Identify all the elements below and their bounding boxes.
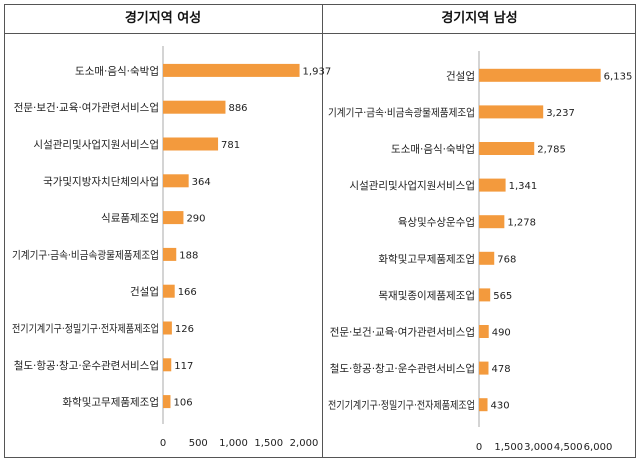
x-tick-label: 1,500 [494, 442, 523, 453]
value-label: 565 [493, 291, 512, 302]
category-label: 시설관리및사업지원서비스업 [33, 138, 159, 151]
x-tick-label: 4,500 [554, 442, 583, 453]
category-label: 전기기계기구·정밀기구·전자제품제조업 [328, 399, 475, 412]
bar [479, 325, 489, 338]
value-label: 126 [175, 324, 194, 335]
value-label: 3,237 [546, 108, 575, 119]
right-title-rule [323, 33, 636, 34]
category-label: 시설관리및사업지원서비스업 [349, 179, 475, 192]
x-tick-label: 1,500 [254, 438, 283, 449]
value-label: 364 [192, 177, 211, 188]
panel-divider [322, 4, 323, 458]
left-title-rule [4, 33, 322, 34]
category-label: 화학및고무제품제조업 [62, 396, 159, 409]
bar [163, 358, 172, 372]
value-label: 768 [497, 254, 516, 265]
x-tick-label: 6,000 [584, 442, 613, 453]
bar [163, 174, 189, 188]
bar [479, 142, 535, 155]
value-label: 188 [179, 250, 198, 261]
category-label: 도소매·음식·숙박업 [75, 64, 159, 77]
bar [163, 247, 177, 261]
bar [479, 178, 506, 192]
right-chart-title: 경기지역 남성 [441, 11, 518, 26]
category-label: 전문·보건·교육·여가관련서비스업 [330, 326, 475, 339]
category-label: 목재및종이제품제조업 [378, 289, 475, 302]
x-tick-label: 0 [476, 442, 482, 453]
value-label: 478 [491, 364, 510, 375]
category-label: 기계기구·금속·비금속광물제품제조업 [12, 248, 159, 261]
bar [479, 288, 491, 302]
value-label: 430 [491, 401, 510, 412]
value-label: 781 [221, 140, 240, 151]
category-label: 전기기계기구·정밀기구·전자제품제조업 [12, 322, 159, 335]
value-label: 106 [173, 398, 192, 409]
chart-frame [4, 4, 636, 458]
value-label: 290 [186, 214, 205, 225]
category-label: 건설업 [130, 285, 159, 298]
bar [479, 361, 489, 375]
bar [479, 105, 544, 119]
bar [163, 284, 175, 298]
x-tick-label: 0 [160, 438, 166, 449]
bar [163, 395, 171, 409]
value-label: 490 [492, 328, 511, 339]
category-label: 건설업 [446, 69, 475, 82]
value-label: 2,785 [537, 145, 566, 156]
bar [163, 100, 226, 114]
value-label: 6,135 [604, 71, 633, 82]
category-label: 육상및수상운수업 [398, 216, 475, 229]
bar [163, 137, 219, 151]
value-label: 117 [174, 361, 193, 372]
category-label: 기계기구·금속·비금속광물제품제조업 [328, 106, 475, 119]
category-label: 철도·항공·창고·운수관련서비스업 [14, 359, 159, 372]
category-label: 전문·보건·교육·여가관련서비스업 [14, 101, 159, 114]
value-label: 166 [178, 287, 197, 298]
left-chart-title: 경기지역 여성 [124, 11, 202, 26]
bar [479, 215, 505, 229]
x-tick-label: 500 [189, 438, 208, 449]
bar [163, 321, 172, 335]
category-label: 철도·항공·창고·운수관련서비스업 [330, 362, 475, 375]
value-label: 886 [228, 103, 247, 114]
category-label: 화학및고무제품제조업 [378, 252, 475, 265]
value-label: 1,278 [507, 218, 536, 229]
bar [479, 68, 601, 82]
value-label: 1,341 [509, 181, 538, 192]
value-label: 1,937 [303, 66, 332, 77]
bar [163, 63, 300, 77]
x-tick-label: 3,000 [524, 442, 553, 453]
bar [479, 398, 488, 412]
x-tick-label: 2,000 [290, 438, 319, 449]
category-label: 국가및지방자치단체의사업 [43, 175, 159, 188]
bar [163, 211, 184, 225]
category-label: 도소매·음식·숙박업 [391, 143, 475, 156]
bar [479, 251, 495, 265]
category-label: 식료품제조업 [101, 212, 159, 225]
x-tick-label: 1,000 [219, 438, 248, 449]
